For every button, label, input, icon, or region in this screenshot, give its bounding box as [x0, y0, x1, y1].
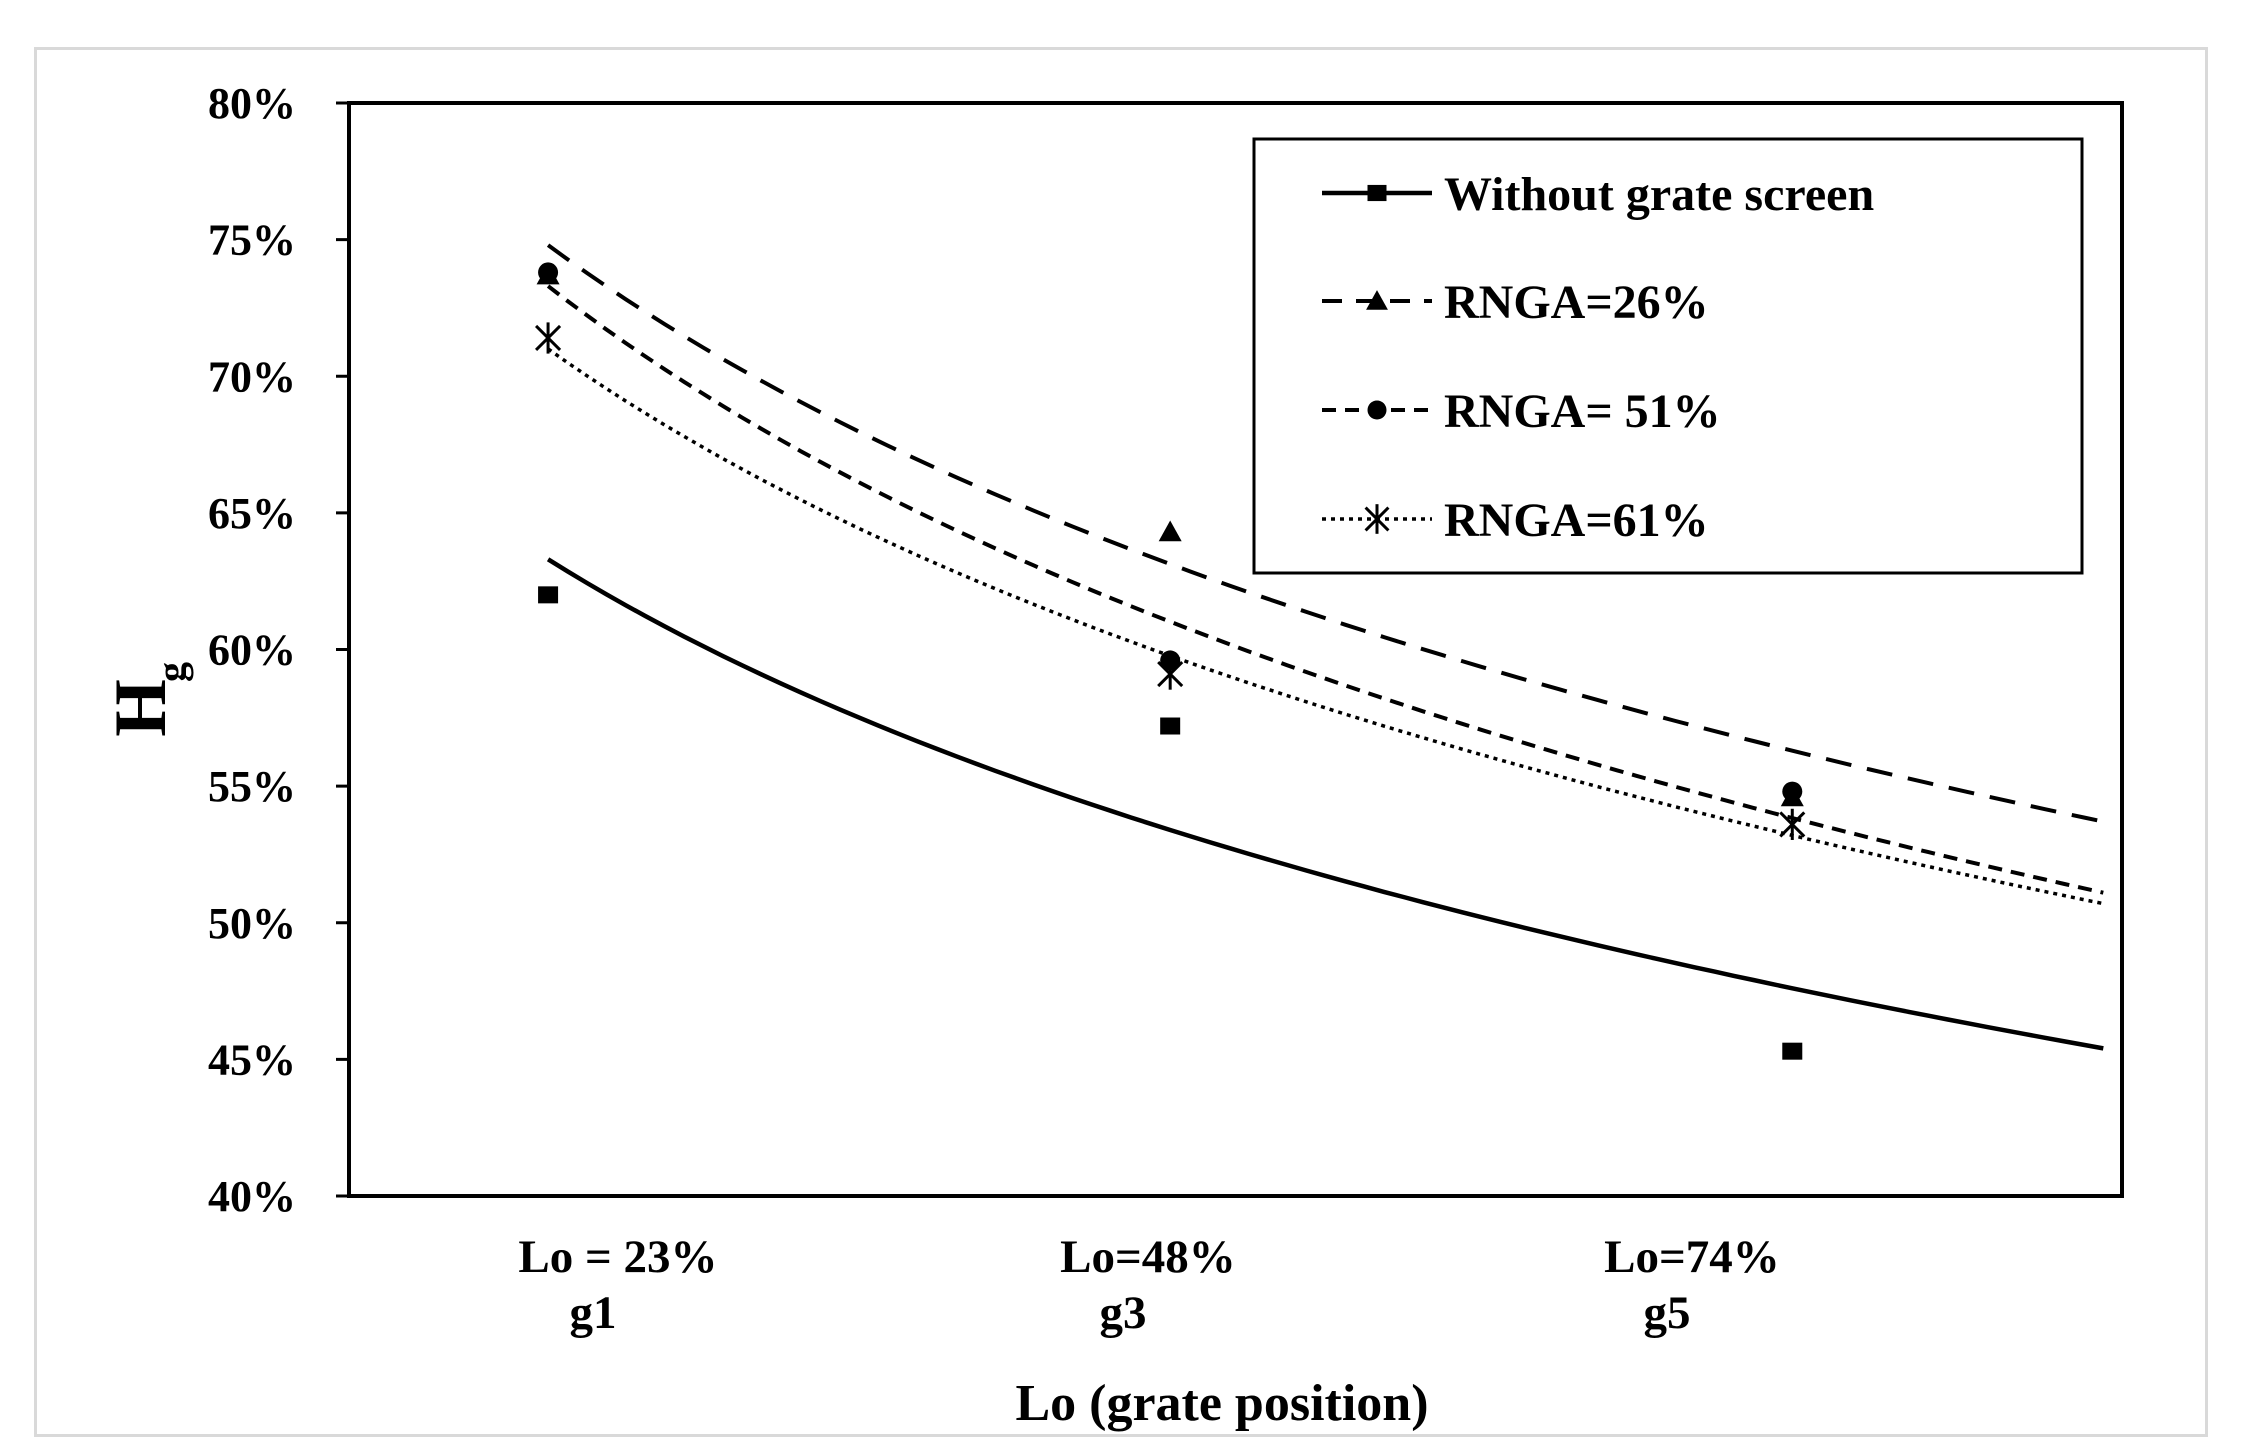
- data-point: [1367, 184, 1387, 202]
- legend-label: RNGA=26%: [1444, 276, 1709, 329]
- x-axis-title: Lo (grate position): [1015, 1375, 1428, 1432]
- x-axis-labels: Lo = 23%g1 Lo=48%g3 Lo=74%g5: [518, 1231, 1779, 1339]
- y-axis-title: H g: [100, 662, 194, 737]
- trend-lines: [546, 243, 2104, 1051]
- x-tick-sublabel: g5: [1644, 1287, 1691, 1339]
- data-point: [1160, 717, 1181, 735]
- trend-line: [546, 284, 2104, 895]
- data-point: [538, 262, 559, 283]
- data-point: [1364, 504, 1390, 534]
- x-tick-label: Lo=74%: [1604, 1231, 1780, 1283]
- y-tick-label: 65%: [208, 489, 296, 538]
- x-tick-label: Lo = 23%: [518, 1231, 717, 1283]
- data-point: [1782, 1042, 1803, 1060]
- y-tick-label: 45%: [208, 1035, 296, 1084]
- legend-item: Without grate screen: [1322, 168, 1874, 221]
- data-point: [1367, 400, 1387, 420]
- y-tick-label: 40%: [208, 1172, 296, 1221]
- trend-line: [546, 243, 2104, 824]
- y-axis-title-subscript: g: [149, 662, 194, 682]
- trend-line: [546, 557, 2104, 1051]
- y-axis-title-main: H: [100, 679, 182, 737]
- x-tick-sublabel: g3: [1100, 1287, 1147, 1339]
- legend-label: RNGA= 51%: [1444, 385, 1721, 438]
- data-point: [535, 322, 562, 354]
- data-point: [538, 586, 559, 604]
- data-point: [1782, 781, 1803, 802]
- y-tick-label: 80%: [208, 79, 296, 128]
- data-point: [1158, 520, 1182, 542]
- data-point: [1157, 658, 1184, 690]
- y-tick-label: 60%: [208, 626, 296, 675]
- legend-box: [1252, 137, 2084, 575]
- data-point: [1366, 290, 1388, 310]
- x-tick-label: Lo=48%: [1060, 1231, 1236, 1283]
- y-tick-label: 50%: [208, 899, 296, 948]
- legend-item: RNGA=61%: [1322, 494, 1709, 547]
- y-tick-label: 55%: [208, 762, 296, 811]
- y-tick-label: 70%: [208, 352, 296, 401]
- data-points: [535, 262, 1806, 1060]
- data-point: [1779, 808, 1806, 840]
- trend-line: [547, 347, 2104, 906]
- legend-label: RNGA=61%: [1444, 494, 1709, 547]
- y-tick-label: 75%: [208, 216, 296, 265]
- legend: Without grate screen RNGA=26% RNGA= 51% RNG…: [1252, 137, 2084, 575]
- y-axis-ticks: 40% 45% 50% 55% 60% 65% 70% 75% 80%: [208, 79, 349, 1221]
- figure-frame: [34, 47, 2208, 1437]
- x-tick-sublabel: g1: [570, 1287, 617, 1339]
- legend-item: RNGA= 51%: [1322, 385, 1721, 438]
- legend-label: Without grate screen: [1444, 168, 1874, 221]
- legend-item: RNGA=26%: [1322, 276, 1709, 329]
